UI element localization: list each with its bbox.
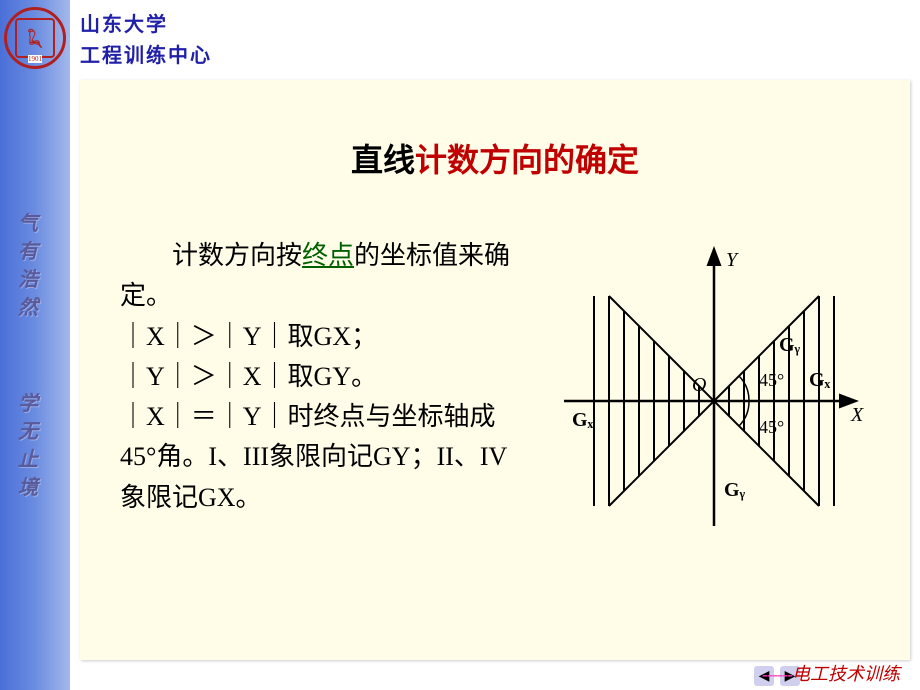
intro-line: 计数方向按终点的坐标值来确定。 [120, 236, 527, 317]
gy-label-upper: Gᵧ [779, 334, 801, 356]
axis-x-label: X [850, 404, 864, 426]
footer-text: 电工技术训练 [792, 664, 900, 684]
gx-label-right: Gₓ [809, 369, 831, 391]
angle-label-lower: 45° [759, 417, 784, 437]
footer: ------电工技术训练 [762, 660, 900, 686]
motto-1-char: 浩 [18, 266, 38, 294]
header: 𓆗 1901 山东大学 工程训练中心 [0, 0, 920, 75]
motto-2: 学 无 止 境 [18, 390, 38, 502]
intro-underline: 终点 [302, 241, 354, 270]
university-logo: 𓆗 1901 [4, 7, 66, 69]
sidebar: 气 有 浩 然 学 无 止 境 [0, 0, 70, 690]
figure-column: Y X O 45° 45° Gₓ Gₓ Gᵧ Gᵧ [547, 236, 880, 536]
rule-2: ｜Y｜＞｜X｜取GY。 [120, 362, 377, 391]
origin-label: O [692, 374, 706, 396]
title-part-1: 直线 [351, 142, 415, 178]
motto-1-char: 有 [18, 238, 38, 266]
slide-title: 直线计数方向的确定 [80, 135, 910, 181]
motto-1-char: 然 [18, 294, 38, 322]
body-row: 计数方向按终点的坐标值来确定。 ｜X｜＞｜Y｜取GX； ｜Y｜＞｜X｜取GY。 … [80, 236, 910, 536]
rule-3: ｜X｜＝｜Y｜时终点与坐标轴成45°角。I、III象限向记GY；II、IV象限记… [120, 402, 507, 512]
axis-y-label: Y [726, 249, 739, 271]
intro-a: 计数方向按 [172, 241, 302, 270]
title-part-2: 计数方向的确定 [415, 142, 639, 178]
motto-2-char: 止 [18, 446, 38, 474]
slide-content: 直线计数方向的确定 计数方向按终点的坐标值来确定。 ｜X｜＞｜Y｜取GX； ｜Y… [80, 80, 910, 660]
motto-1-char: 气 [18, 210, 38, 238]
logo-year: 1901 [28, 55, 42, 63]
motto-1: 气 有 浩 然 [18, 210, 38, 322]
quadrant-diagram: Y X O 45° 45° Gₓ Gₓ Gᵧ Gᵧ [554, 236, 874, 536]
gx-label-left: Gₓ [572, 409, 594, 431]
motto-2-char: 学 [18, 390, 38, 418]
logo-icon: 𓆗 [15, 18, 55, 58]
motto-2-char: 无 [18, 418, 38, 446]
angle-label-upper: 45° [759, 370, 784, 390]
gy-label-lower: Gᵧ [724, 479, 746, 501]
motto-2-char: 境 [18, 474, 38, 502]
rule-1: ｜X｜＞｜Y｜取GX； [120, 322, 377, 351]
university-name: 山东大学 [80, 8, 212, 37]
text-column: 计数方向按终点的坐标值来确定。 ｜X｜＞｜Y｜取GX； ｜Y｜＞｜X｜取GY。 … [120, 236, 527, 536]
footer-dashes: ------ [762, 664, 792, 684]
header-text: 山东大学 工程训练中心 [80, 8, 212, 68]
center-name: 工程训练中心 [80, 39, 212, 68]
